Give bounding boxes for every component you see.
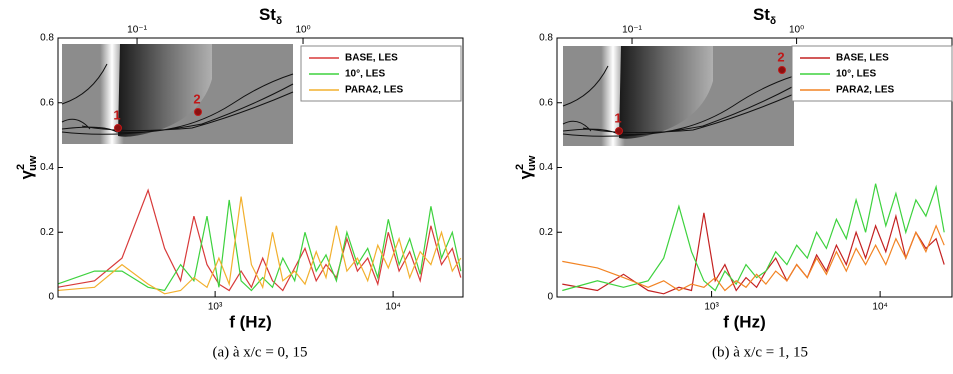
y-label-sub: uw [526, 155, 538, 171]
x2-label-sub: δ [276, 16, 282, 27]
probe-marker [114, 124, 122, 132]
y-tick-label: 0.2 [539, 227, 553, 238]
probe-marker [778, 66, 786, 74]
x2-label-sub: δ [770, 16, 776, 27]
caption: (b) à x/c = 1, 15 [712, 344, 808, 360]
x2-tick-label: 10⁰ [789, 25, 804, 36]
y-tick-label: 0.6 [539, 97, 553, 108]
data-line [58, 188, 462, 292]
x2-label-main: St [753, 5, 770, 24]
data-line [58, 199, 462, 292]
y-tick-label: 0.6 [40, 97, 54, 108]
probe-label: 1 [614, 110, 621, 125]
x-tick-label: 10⁴ [872, 302, 887, 313]
x-axis-label: f (Hz) [723, 312, 765, 331]
y-label-sup: 2 [514, 164, 526, 170]
probe-label: 1 [113, 107, 120, 122]
x2-tick-label: 10⁰ [295, 25, 310, 36]
x2-axis-label: Stδ [259, 5, 282, 26]
y-axis-label: γ2uw [15, 155, 39, 179]
y-tick-label: 0.8 [539, 33, 553, 44]
caption: (a) à x/c = 0, 15 [212, 344, 307, 360]
plot-frame [556, 37, 953, 298]
inset-flow-view [562, 45, 795, 147]
y-tick-label: 0.4 [539, 162, 553, 173]
x2-tick-label: 10⁻¹ [127, 25, 147, 36]
y-tick-label: 0 [547, 292, 553, 303]
probe-marker [194, 108, 202, 116]
y-label-main: γ [17, 169, 36, 179]
y-axis-label: γ2uw [514, 155, 538, 179]
probe-label: 2 [777, 49, 784, 64]
x-tick-label: 10³ [704, 302, 719, 313]
legend-label: 10°, LES [345, 69, 385, 80]
legend-label: BASE, LES [345, 53, 398, 64]
x2-label-main: St [259, 5, 276, 24]
data-line [562, 224, 945, 292]
plot-frame [57, 37, 464, 298]
legend-label: PARA2, LES [345, 85, 403, 96]
data-line [562, 183, 945, 292]
x-tick-label: 10⁴ [385, 302, 400, 313]
y-tick-label: 0 [48, 292, 54, 303]
legend-label: BASE, LES [836, 53, 889, 64]
legend-label: 10°, LES [836, 69, 876, 80]
y-tick-label: 0.8 [40, 33, 54, 44]
x-axis-label: f (Hz) [229, 312, 271, 331]
inset-image: 12 [562, 45, 795, 147]
probe-marker [615, 127, 623, 135]
x-tick-label: 10³ [208, 302, 223, 313]
y-tick-label: 0.4 [40, 162, 54, 173]
y-label-main: γ [516, 169, 535, 179]
y-tick-label: 0.2 [40, 227, 54, 238]
legend-label: PARA2, LES [836, 85, 894, 96]
y-label-sub: uw [27, 155, 39, 171]
inset-image: 12 [61, 43, 294, 145]
data-line [562, 212, 945, 295]
x2-axis-label: Stδ [753, 5, 776, 26]
inset-flow-view [61, 43, 294, 145]
y-label-sup: 2 [15, 164, 27, 170]
x2-tick-label: 10⁻¹ [622, 25, 642, 36]
data-line [58, 196, 462, 295]
probe-label: 2 [193, 91, 200, 106]
